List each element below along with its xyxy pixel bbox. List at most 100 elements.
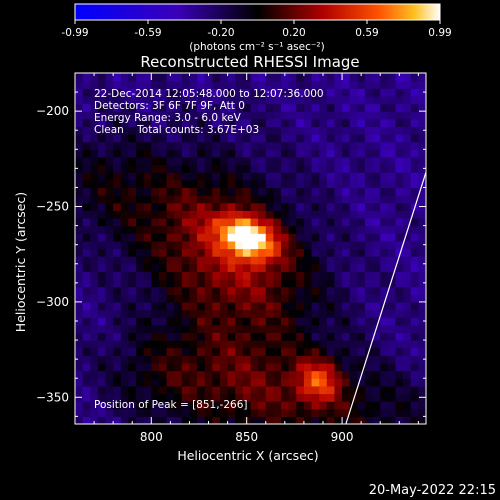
heatmap-cell: [303, 73, 313, 82]
heatmap-cell: [197, 141, 206, 150]
heatmap-cell: [273, 294, 282, 303]
heatmap-cell: [128, 385, 137, 395]
heatmap-cell: [120, 332, 130, 341]
heatmap-cell: [311, 263, 320, 272]
heatmap-cell: [380, 210, 389, 219]
heatmap-cell: [75, 317, 84, 326]
heatmap-cell: [296, 294, 305, 303]
heatmap-cell: [349, 210, 358, 219]
heatmap-cell: [342, 271, 351, 280]
heatmap-cell: [281, 111, 290, 120]
heatmap-cell: [90, 416, 99, 424]
heatmap-cell: [82, 217, 91, 227]
heatmap-cell: [90, 370, 99, 379]
heatmap-cell: [380, 164, 389, 173]
heatmap-cell: [113, 240, 122, 250]
heatmap-cell: [97, 103, 107, 112]
heatmap-cell: [311, 271, 320, 280]
heatmap-cell: [342, 263, 351, 272]
heatmap-cell: [418, 149, 426, 158]
heatmap-cell: [410, 126, 419, 135]
heatmap-cell: [265, 271, 274, 280]
heatmap-cell: [212, 248, 221, 257]
heatmap-cell: [311, 324, 320, 334]
heatmap-cell: [364, 279, 374, 288]
heatmap-cell: [143, 347, 152, 356]
heatmap-cell: [273, 95, 282, 105]
heatmap-cell: [90, 393, 99, 402]
heatmap-cell: [174, 118, 183, 128]
heatmap-cell: [418, 80, 426, 89]
heatmap-cell: [281, 393, 290, 402]
heatmap-cell: [90, 195, 99, 204]
heatmap-cell: [113, 111, 122, 120]
heatmap-cell: [181, 401, 191, 410]
heatmap-cell: [143, 103, 152, 112]
heatmap-cell: [189, 279, 198, 288]
heatmap-cell: [128, 263, 137, 272]
heatmap-cell: [75, 309, 84, 318]
heatmap-cell: [151, 141, 160, 150]
heatmap-cell: [151, 187, 160, 196]
heatmap-cell: [380, 279, 389, 288]
heatmap-cell: [319, 164, 328, 173]
heatmap-cell: [143, 118, 152, 128]
heatmap-cell: [212, 416, 221, 424]
heatmap-cell: [349, 408, 358, 417]
heatmap-cell: [265, 263, 274, 272]
heatmap-cell: [395, 408, 404, 417]
heatmap-cell: [197, 416, 206, 424]
heatmap-cell: [387, 416, 397, 424]
heatmap-cell: [212, 301, 221, 311]
heatmap-cell: [227, 126, 236, 135]
heatmap-cell: [90, 294, 99, 303]
heatmap-cell: [97, 401, 107, 410]
heatmap-cell: [90, 240, 99, 250]
heatmap-cell: [174, 370, 183, 379]
heatmap-cell: [105, 401, 114, 410]
heatmap-cell: [82, 370, 91, 379]
heatmap-cell: [403, 309, 412, 318]
heatmap-cell: [311, 202, 320, 211]
heatmap-cell: [97, 324, 107, 334]
heatmap-cell: [82, 118, 91, 128]
heatmap-cell: [357, 126, 366, 135]
heatmap-cell: [82, 111, 91, 120]
heatmap-cell: [97, 118, 107, 128]
heatmap-cell: [319, 202, 328, 211]
heatmap-cell: [227, 172, 236, 181]
heatmap-cell: [82, 225, 91, 234]
heatmap-cell: [235, 355, 244, 364]
heatmap-cell: [219, 347, 229, 356]
heatmap-cell: [418, 385, 426, 395]
heatmap-cell: [90, 164, 99, 173]
heatmap-cell: [75, 301, 84, 311]
heatmap-cell: [410, 256, 419, 265]
heatmap-cell: [212, 340, 221, 349]
heatmap-cell: [334, 256, 343, 265]
heatmap-cell: [380, 202, 389, 211]
heatmap-cell: [349, 172, 358, 181]
heatmap-cell: [288, 294, 297, 303]
heatmap-cell: [334, 172, 343, 181]
heatmap-cell: [334, 301, 343, 311]
heatmap-cell: [158, 111, 168, 120]
heatmap-cell: [303, 95, 313, 105]
heatmap-cell: [204, 134, 213, 143]
heatmap-cell: [418, 240, 426, 250]
heatmap-cell: [250, 179, 259, 189]
heatmap-cell: [395, 202, 404, 211]
heatmap-cell: [265, 378, 274, 387]
heatmap-cell: [227, 408, 236, 417]
heatmap-cell: [181, 340, 191, 349]
heatmap-cell: [364, 378, 374, 387]
heatmap-cell: [364, 355, 374, 364]
x-axis-label: Heliocentric X (arcsec): [177, 448, 318, 463]
heatmap-cell: [387, 210, 397, 219]
heatmap-cell: [273, 309, 282, 318]
heatmap-cell: [265, 286, 274, 295]
heatmap-cell: [120, 385, 130, 395]
heatmap-cell: [395, 141, 404, 150]
heatmap-cell: [288, 301, 297, 311]
heatmap-cell: [197, 164, 206, 173]
